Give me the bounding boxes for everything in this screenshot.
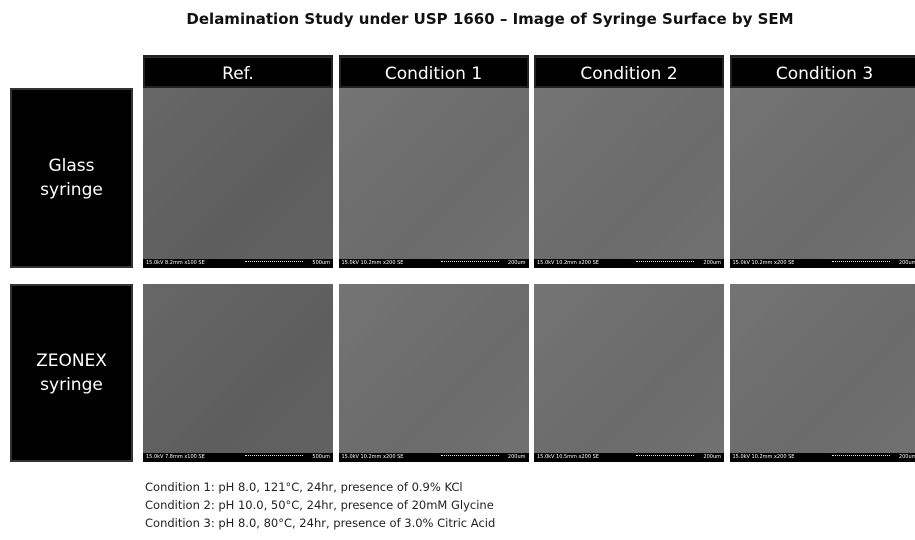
image-info: 15.0kV 8.2mm x100 SE — [146, 259, 205, 268]
image-info-bar: 15.0kV 10.5mm x200 SE 200um — [534, 453, 724, 462]
scale-ticks — [441, 261, 499, 264]
scale-ticks — [441, 455, 499, 458]
scale-ticks — [636, 455, 694, 458]
sem-image: 15.0kV 10.5mm x200 SE 200um — [534, 284, 724, 462]
image-info: 15.0kV 10.2mm x200 SE — [342, 259, 404, 268]
condition-note: Condition 3: pH 8.0, 80°C, 24hr, presenc… — [145, 516, 495, 530]
scale-ticks — [832, 261, 890, 264]
image-scale: 200um — [508, 259, 526, 268]
scale-ticks — [245, 261, 303, 264]
image-info: 15.0kV 10.2mm x200 SE — [733, 453, 795, 462]
image-info: 15.0kV 10.2mm x200 SE — [537, 259, 599, 268]
condition-note: Condition 1: pH 8.0, 121°C, 24hr, presen… — [145, 480, 463, 494]
image-scale: 500um — [312, 453, 330, 462]
image-info-bar: 15.0kV 8.2mm x100 SE 500um — [143, 259, 333, 268]
sem-image: 15.0kV 10.2mm x200 SE 200um — [339, 88, 529, 268]
sem-image: 15.0kV 10.2mm x200 SE 200um — [730, 88, 915, 268]
column-header: Ref. — [143, 55, 333, 88]
column-header: Condition 2 — [534, 55, 724, 88]
scale-ticks — [636, 261, 694, 264]
image-info: 15.0kV 10.5mm x200 SE — [537, 453, 599, 462]
sem-image: 15.0kV 10.2mm x200 SE 200um — [339, 284, 529, 462]
image-info-bar: 15.0kV 10.2mm x200 SE 200um — [534, 259, 724, 268]
title: Delamination Study under USP 1660 – Imag… — [100, 10, 880, 28]
image-scale: 500um — [312, 259, 330, 268]
sem-image: 15.0kV 10.2mm x200 SE 200um — [534, 88, 724, 268]
sem-image: 15.0kV 10.2mm x200 SE 200um — [730, 284, 915, 462]
column-header: Condition 1 — [339, 55, 529, 88]
scale-ticks — [245, 455, 303, 458]
sem-image: 15.0kV 7.8mm x100 SE 500um — [143, 284, 333, 462]
image-info-bar: 15.0kV 10.2mm x200 SE 200um — [339, 259, 529, 268]
scale-ticks — [832, 455, 890, 458]
image-info: 15.0kV 10.2mm x200 SE — [342, 453, 404, 462]
image-info-bar: 15.0kV 10.2mm x200 SE 200um — [339, 453, 529, 462]
image-scale: 200um — [703, 453, 721, 462]
figure: Delamination Study under USP 1660 – Imag… — [0, 0, 915, 540]
row-header: ZEONEX syringe — [10, 284, 133, 462]
column-header: Condition 3 — [730, 55, 915, 88]
image-info: 15.0kV 10.2mm x200 SE — [733, 259, 795, 268]
image-info-bar: 15.0kV 7.8mm x100 SE 500um — [143, 453, 333, 462]
image-scale: 200um — [703, 259, 721, 268]
image-info-bar: 15.0kV 10.2mm x200 SE 200um — [730, 453, 915, 462]
image-info: 15.0kV 7.8mm x100 SE — [146, 453, 205, 462]
image-info-bar: 15.0kV 10.2mm x200 SE 200um — [730, 259, 915, 268]
image-scale: 200um — [899, 259, 915, 268]
row-header: Glass syringe — [10, 88, 133, 268]
image-scale: 200um — [508, 453, 526, 462]
sem-image: 15.0kV 8.2mm x100 SE 500um — [143, 88, 333, 268]
condition-note: Condition 2: pH 10.0, 50°C, 24hr, presen… — [145, 498, 494, 512]
image-scale: 200um — [899, 453, 915, 462]
